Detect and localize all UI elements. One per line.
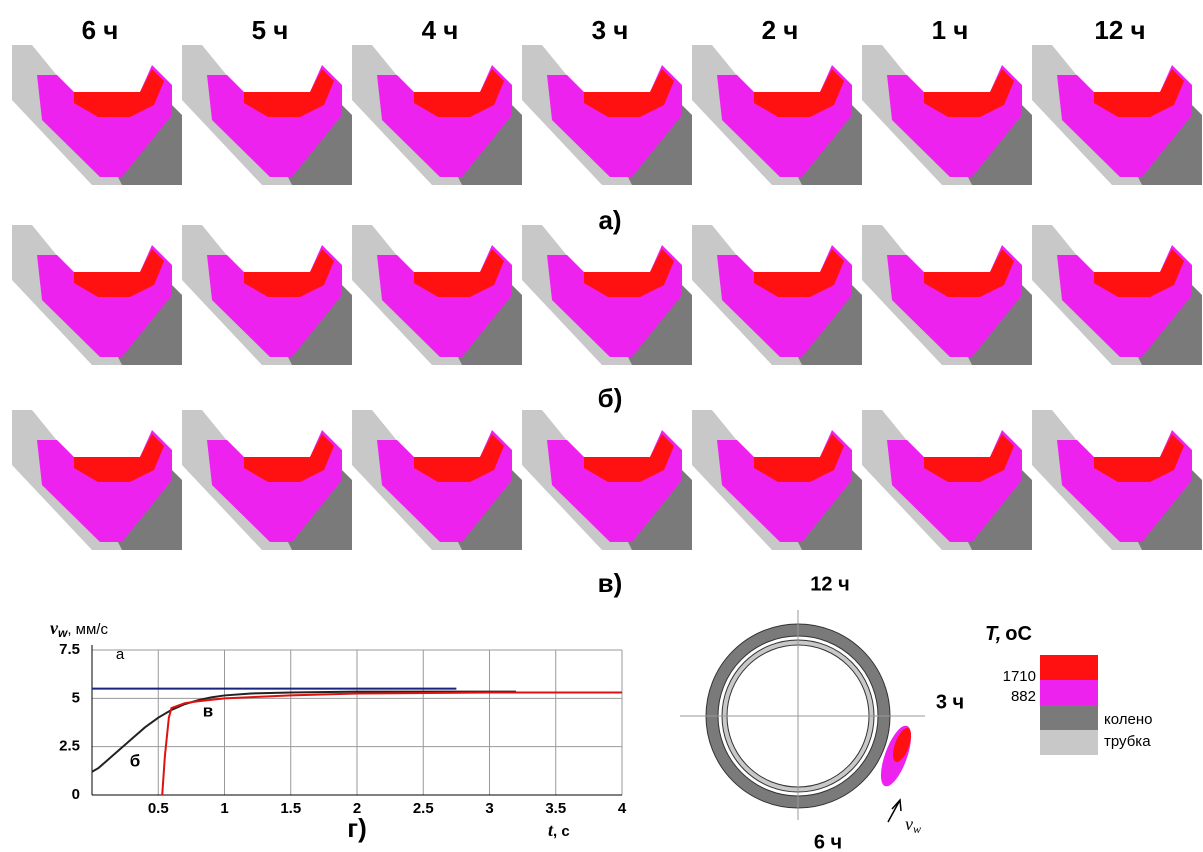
ring-label: 6 ч (814, 831, 842, 852)
unit: , с (553, 823, 570, 840)
arrow-label: vw (905, 814, 921, 836)
row-label: в) (598, 568, 623, 598)
legend-swatch (1040, 655, 1098, 680)
column-label: 6 ч (82, 15, 119, 45)
x-tick-label: 4 (618, 800, 627, 817)
legend-swatch (1040, 680, 1098, 705)
ring-label: 3 ч (936, 691, 964, 713)
x-tick-label: 1 (220, 800, 228, 817)
x-tick-label: 2.5 (413, 800, 434, 817)
legend-level: 1710 (1003, 668, 1036, 685)
x-tick-label: 1.5 (280, 800, 301, 817)
y-tick-label: 0 (72, 786, 80, 803)
title: T, (985, 623, 1001, 645)
snapshot (12, 410, 182, 550)
caption: г) (347, 813, 367, 843)
snapshot (352, 225, 522, 365)
column-label: 5 ч (252, 15, 289, 45)
unit: , мм/с (67, 621, 108, 638)
snapshot (182, 410, 352, 550)
column-label: 1 ч (932, 15, 969, 45)
column-label: 3 ч (592, 15, 629, 45)
snapshot (352, 45, 522, 185)
ring-label: 12 ч (810, 573, 849, 595)
column-label: 4 ч (422, 15, 459, 45)
unit: oC (1005, 623, 1032, 645)
legend-swatch (1040, 730, 1098, 755)
series-line (92, 692, 516, 772)
snapshot (522, 410, 692, 550)
x-tick-label: 3.5 (545, 800, 566, 817)
x-axis-label: t, с (548, 820, 570, 840)
row-label: б) (598, 383, 623, 413)
legend-material: трубка (1104, 733, 1151, 750)
y-tick-label: 5 (72, 689, 80, 706)
snapshot (522, 225, 692, 365)
snapshot (1032, 225, 1202, 365)
figure: 6 ч 5 ч 4 ч 3 ч 2 ч 1 ч 12 ч а) б) в) 0 2.5 5 7.5 0.5… (0, 0, 1203, 852)
y-tick-label: 2.5 (59, 738, 80, 755)
snapshot (1032, 410, 1202, 550)
ring-diagram: 12 ч 3 ч 6 ч vw (680, 573, 964, 852)
snapshot (692, 45, 862, 185)
snapshots (12, 45, 1202, 550)
snapshot (1032, 45, 1202, 185)
series-label: в (203, 701, 213, 720)
snapshot (862, 410, 1032, 550)
snapshot (862, 225, 1032, 365)
legend-swatch (1040, 705, 1098, 730)
snapshot (862, 45, 1032, 185)
snapshot (692, 225, 862, 365)
snapshot (522, 45, 692, 185)
series-label: б (130, 751, 141, 770)
column-label: 2 ч (762, 15, 799, 45)
series-line (162, 693, 622, 795)
column-label: 12 ч (1094, 15, 1145, 45)
snapshot (182, 225, 352, 365)
legend-level: 882 (1011, 688, 1036, 705)
snapshot (352, 410, 522, 550)
snapshot (692, 410, 862, 550)
x-tick-label: 3 (485, 800, 493, 817)
legend: T,oC 1710 882 колено трубка (985, 623, 1152, 755)
arrow (888, 800, 900, 822)
snapshot (182, 45, 352, 185)
subscript: w (913, 822, 921, 836)
y-axis-label: vw, мм/с (50, 618, 108, 640)
symbol: v (905, 814, 913, 834)
y-tick-label: 7.5 (59, 641, 80, 658)
snapshot (12, 225, 182, 365)
legend-title: T,oC (985, 623, 1032, 645)
legend-material: колено (1104, 711, 1152, 728)
series-label: а (116, 646, 125, 663)
x-tick-label: 0.5 (148, 800, 169, 817)
row-label: а) (598, 205, 621, 235)
snapshot (12, 45, 182, 185)
